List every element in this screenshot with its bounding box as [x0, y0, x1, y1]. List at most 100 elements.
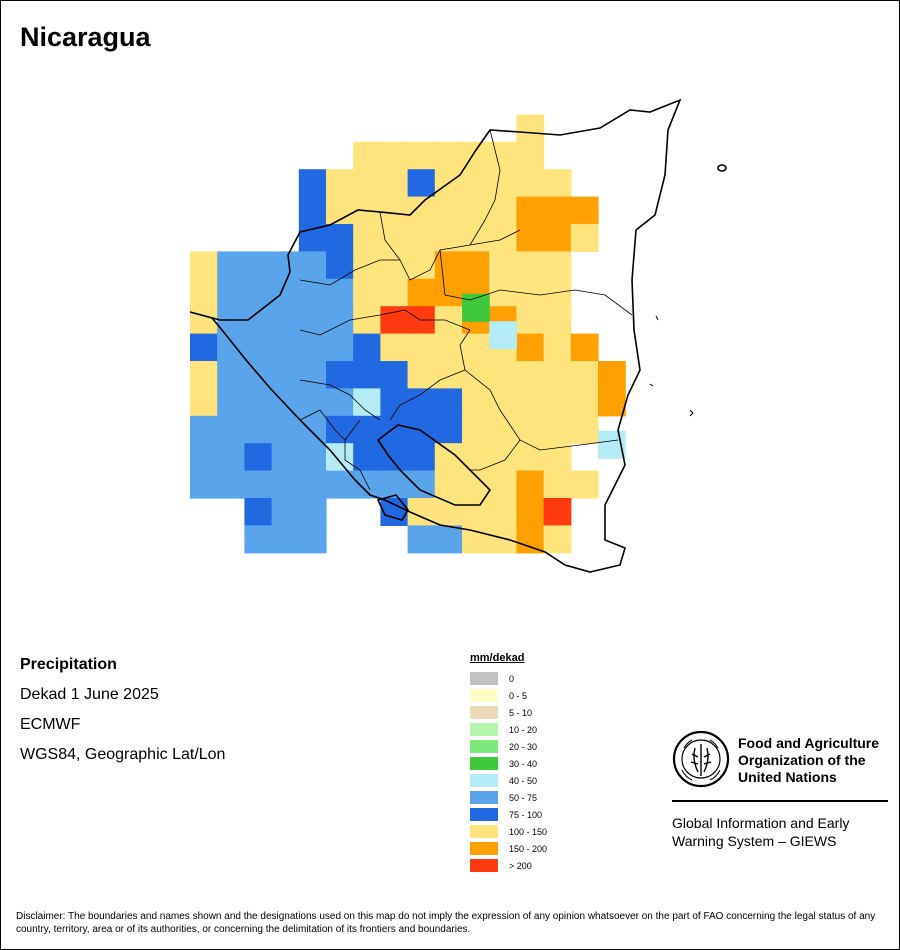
- grid-cell: [462, 415, 490, 444]
- grid-cell: [462, 361, 490, 389]
- legend-swatch: [470, 757, 498, 770]
- grid-cell: [543, 224, 572, 252]
- grid-cell: [543, 361, 572, 389]
- grid-cell: [244, 443, 273, 472]
- grid-cell: [326, 278, 354, 307]
- grid-cell: [244, 333, 273, 362]
- legend-swatch: [470, 672, 498, 685]
- grid-cell: [407, 169, 436, 198]
- grid-cell: [407, 443, 436, 472]
- grid-cell: [326, 169, 354, 198]
- grid-cell: [271, 251, 300, 280]
- grid-cell: [570, 388, 599, 417]
- grid-cell: [407, 525, 436, 554]
- grid-cell: [353, 361, 381, 389]
- grid-cell: [516, 141, 545, 170]
- grid-cell: [190, 251, 218, 280]
- grid-cell: [326, 443, 354, 472]
- grid-cell: [516, 388, 545, 417]
- grid-cell: [244, 525, 273, 554]
- fao-org-name: Food and Agriculture Organization of the…: [738, 735, 888, 786]
- grid-cell: [434, 443, 463, 472]
- grid-cell: [298, 196, 327, 225]
- grid-cell: [434, 251, 463, 280]
- grid-cell: [516, 196, 545, 225]
- legend-label: 10 - 20: [509, 724, 538, 735]
- grid-cell: [380, 498, 409, 526]
- grid-cell: [489, 278, 517, 307]
- grid-cell: [271, 443, 300, 472]
- grid-cell: [543, 443, 572, 472]
- grid-cell: [516, 415, 545, 444]
- projection-label: WGS84, Geographic Lat/Lon: [20, 746, 226, 763]
- grid-cell: [407, 196, 436, 225]
- legend-item: 20 - 30: [470, 738, 547, 755]
- legend-item: 30 - 40: [470, 755, 547, 772]
- grid-cell: [380, 278, 409, 307]
- grid-cell: [380, 169, 409, 198]
- grid-cell: [434, 415, 463, 444]
- grid-cell: [489, 196, 517, 225]
- grid-cell: [543, 169, 572, 198]
- legend-label: > 200: [509, 860, 532, 871]
- legend-swatch: [470, 723, 498, 736]
- grid-cell: [516, 306, 545, 335]
- grid-cell: [190, 278, 218, 307]
- legend-label: 75 - 100: [509, 809, 543, 820]
- legend-label: 150 - 200: [509, 843, 548, 854]
- grid-cell: [434, 333, 463, 362]
- grid-cell: [298, 361, 327, 389]
- grid-cell: [543, 251, 572, 280]
- map-info-block: Precipitation Dekad 1 June 2025 ECMWF WG…: [20, 656, 225, 776]
- grid-cell: [217, 361, 245, 389]
- legend-label: 40 - 50: [509, 775, 538, 786]
- grid-cell: [462, 169, 490, 198]
- grid-cell: [217, 388, 245, 417]
- legend-label: 100 - 150: [509, 826, 548, 837]
- grid-cell: [489, 415, 517, 444]
- grid-cell: [326, 251, 354, 280]
- grid-cell: [298, 498, 327, 526]
- grid-cell: [462, 498, 490, 526]
- grid-cell: [543, 525, 572, 554]
- grid-cell: [407, 278, 436, 307]
- grid-cell: [489, 169, 517, 198]
- grid-cell: [380, 388, 409, 417]
- legend-label: 30 - 40: [509, 758, 538, 769]
- grid-cell: [570, 196, 599, 225]
- grid-cell: [271, 415, 300, 444]
- grid-cell: [271, 525, 300, 554]
- legend-title: mm/dekad: [470, 652, 525, 664]
- grid-cell: [217, 415, 245, 444]
- grid-cell: [326, 470, 354, 499]
- legend-item: 0 - 5: [470, 687, 547, 704]
- grid-cell: [353, 278, 381, 307]
- legend-item: 50 - 75: [470, 789, 547, 806]
- legend: mm/dekad 0 0 - 5 5 - 10 10 - 20 20 - 30 30 - …: [470, 652, 547, 874]
- grid-cell: [543, 470, 572, 499]
- grid-cell: [516, 443, 545, 472]
- grid-cell: [298, 388, 327, 417]
- grid-cell: [407, 361, 436, 389]
- grid-cell: [434, 278, 463, 307]
- grid-cell: [434, 196, 463, 225]
- legend-items: 0 0 - 5 5 - 10 10 - 20 20 - 30 30 - 40 40 - 50…: [470, 670, 547, 874]
- giews-line1: Global Information and Early: [672, 815, 850, 831]
- legend-item: > 200: [470, 857, 547, 874]
- grid-cell: [217, 278, 245, 307]
- grid-cell: [516, 361, 545, 389]
- grid-cell: [298, 470, 327, 499]
- grid-cell: [407, 251, 436, 280]
- grid-cell: [326, 224, 354, 252]
- legend-item: 150 - 200: [470, 840, 547, 857]
- grid-cell: [570, 224, 599, 252]
- legend-swatch: [470, 808, 498, 821]
- grid-cell: [380, 306, 409, 335]
- grid-cell: [570, 415, 599, 444]
- grid-cell: [271, 306, 300, 335]
- grid-cell: [298, 333, 327, 362]
- precipitation-grid: [190, 114, 626, 554]
- precipitation-map: [189, 98, 727, 573]
- grid-cell: [598, 361, 626, 389]
- department-boundaries: [299, 129, 633, 491]
